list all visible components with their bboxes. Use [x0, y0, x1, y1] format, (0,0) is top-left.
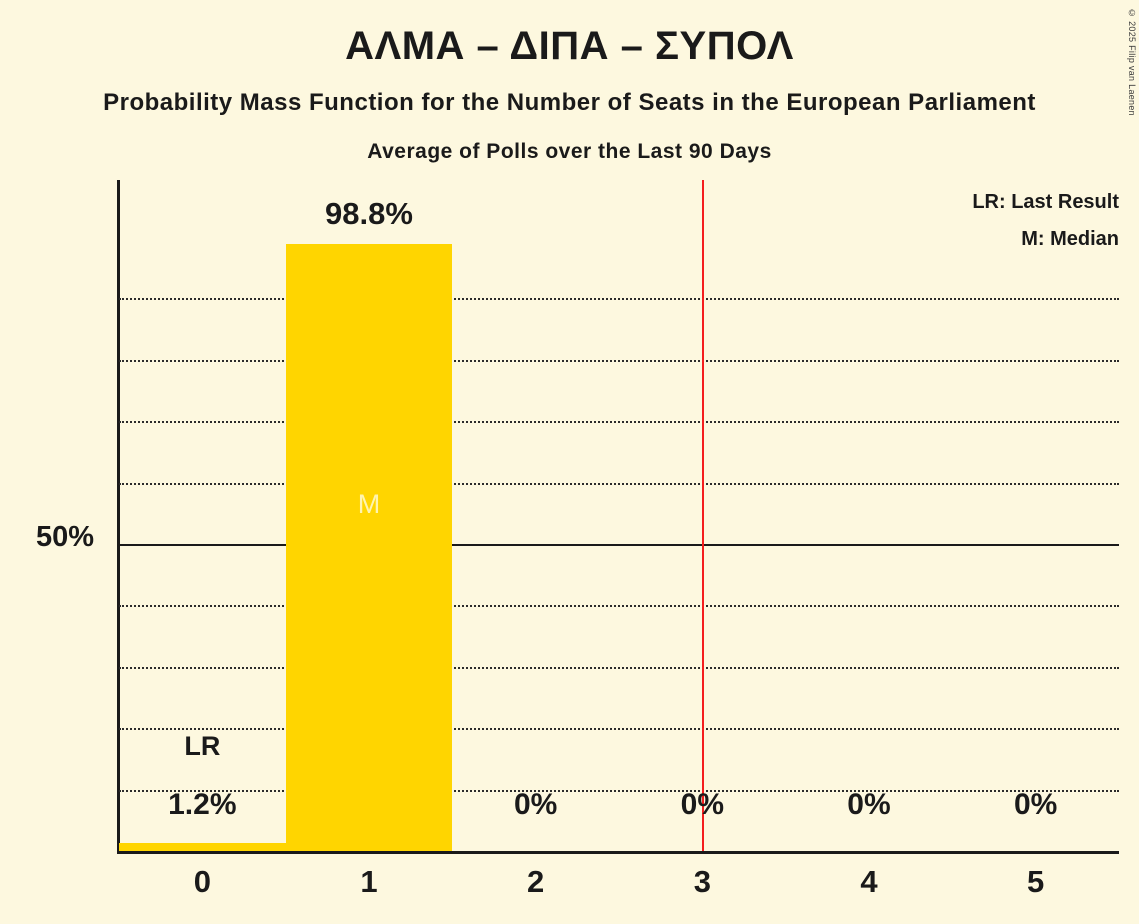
legend-item-last-result: LR: Last Result — [972, 191, 1119, 213]
x-axis-tick-label: 2 — [527, 864, 545, 899]
bar-value-label: 0% — [1013, 788, 1058, 821]
gridline — [119, 789, 1119, 792]
bar-value-label: 0% — [513, 788, 558, 821]
gridline — [119, 728, 1119, 731]
x-axis-tick-label: 5 — [1027, 864, 1045, 899]
gridline — [119, 666, 1119, 669]
chart-subtitle: Probability Mass Function for the Number… — [103, 89, 1036, 116]
y-axis-line — [117, 180, 120, 851]
median-marker: M — [357, 489, 381, 519]
x-axis-tick-label: 0 — [193, 864, 211, 899]
gridline — [119, 482, 1119, 485]
last-result-marker: LR — [184, 731, 221, 761]
bar-value-label: 0% — [680, 788, 724, 821]
legend-item-median: M: Median — [1021, 228, 1119, 250]
x-axis-tick-label: 4 — [860, 864, 878, 899]
legend: LR: Last Result M: Median — [972, 184, 1119, 258]
x-axis-tick-label: 1 — [360, 864, 378, 899]
gridline — [119, 421, 1119, 424]
bar-value-label: 98.8% — [325, 196, 413, 232]
x-axis-tick-label: 3 — [693, 864, 711, 899]
bar: M — [285, 244, 453, 851]
plot-area: M — [117, 180, 1119, 854]
y-axis-tick-label-50: 50% — [35, 521, 94, 553]
gridline — [119, 359, 1119, 362]
bar — [119, 843, 286, 851]
gridline — [119, 298, 1119, 301]
page-title: ΑΛΜΑ – ΔΙΠΑ – ΣΥΠΟΛ — [345, 24, 794, 68]
x-axis-line — [117, 851, 1119, 854]
copyright-notice: © 2025 Filip van Laenen — [1127, 8, 1137, 116]
last-result-line — [702, 180, 705, 851]
gridline — [119, 605, 1119, 608]
gridline-50-percent — [119, 544, 1119, 546]
bar-value-label: 1.2% — [168, 788, 237, 821]
chart-subsubtitle: Average of Polls over the Last 90 Days — [367, 140, 772, 163]
bar-value-label: 0% — [847, 788, 891, 821]
